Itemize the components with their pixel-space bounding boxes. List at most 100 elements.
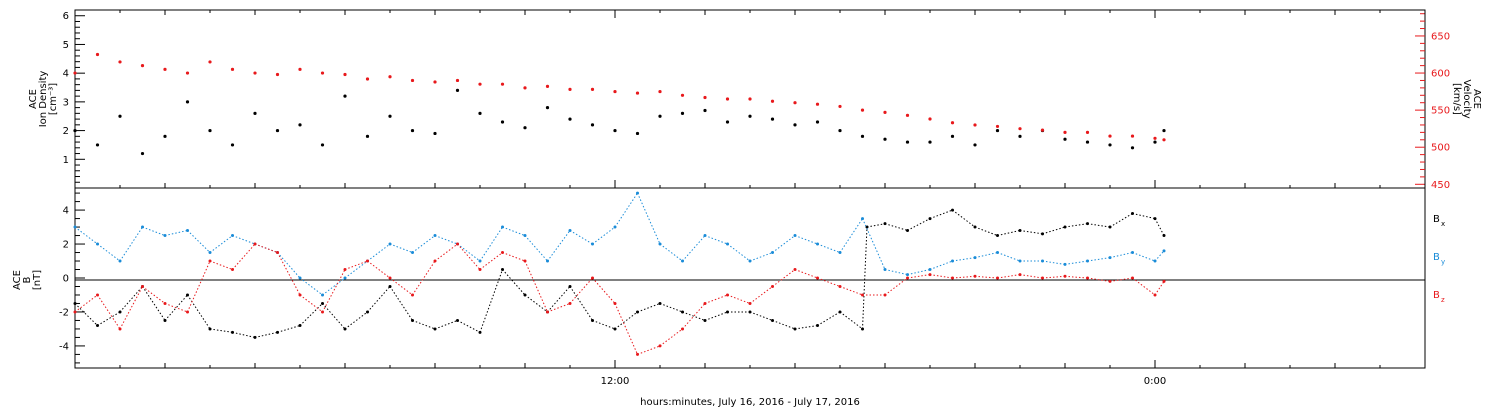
bz-segment xyxy=(997,274,1021,279)
bx-segment xyxy=(659,303,683,313)
by-segment xyxy=(1042,260,1066,265)
density-point xyxy=(545,106,550,110)
bx-segment xyxy=(74,303,98,326)
by-segment xyxy=(1154,250,1165,262)
by-segment xyxy=(322,277,346,296)
bz-segment xyxy=(74,294,98,313)
bz-segment xyxy=(884,277,908,296)
velocity-point xyxy=(320,71,325,75)
bx-segment xyxy=(232,331,256,338)
density-point xyxy=(568,117,572,121)
bx-segment xyxy=(637,303,661,313)
density-point xyxy=(523,126,527,130)
density-point xyxy=(185,100,190,104)
velocity-point xyxy=(658,89,662,94)
by-segment xyxy=(502,226,526,237)
bx-segment xyxy=(344,311,368,330)
by-segment xyxy=(74,226,98,245)
density-point xyxy=(905,140,910,144)
by-segment xyxy=(907,269,931,276)
density-point xyxy=(748,114,752,118)
bz-segment xyxy=(682,303,706,330)
by-segment xyxy=(1109,252,1133,259)
b-series xyxy=(73,191,1166,356)
b-axis-ticks: -4 -2 0 2 4 xyxy=(59,192,85,364)
by-segment xyxy=(412,235,436,253)
bx-segment xyxy=(614,311,638,330)
bz-segment xyxy=(637,345,661,355)
by-segment xyxy=(727,243,751,262)
velocity-point xyxy=(613,89,617,94)
bz-segment xyxy=(749,286,773,304)
b-tick-label: -4 xyxy=(59,341,69,352)
by-segment xyxy=(344,260,368,279)
bx-segment xyxy=(592,319,616,330)
bz-segment xyxy=(142,286,166,304)
top-x-ticks xyxy=(74,10,1426,188)
density-point xyxy=(140,151,145,156)
by-point xyxy=(1162,249,1166,253)
density-label-1: ACE xyxy=(28,89,39,109)
bx-segment xyxy=(907,218,931,231)
bz-segment xyxy=(952,275,976,279)
b-label-1: ACE xyxy=(12,270,23,290)
velocity-point xyxy=(1018,127,1022,131)
density-label-3: [cm⁻³] xyxy=(48,83,59,115)
density-point xyxy=(1153,140,1157,144)
velocity-point xyxy=(478,82,482,86)
bx-segment xyxy=(952,209,976,228)
velocity-point xyxy=(1085,130,1090,134)
velocity-point xyxy=(748,97,752,101)
density-point xyxy=(1085,140,1090,144)
bz-segment xyxy=(367,260,391,279)
velocity-point xyxy=(230,67,235,71)
velocity-label-2: Velocity xyxy=(1461,79,1472,118)
by-segment xyxy=(1132,252,1156,262)
bz-segment xyxy=(659,328,683,347)
bx-segment xyxy=(794,325,818,330)
density-point xyxy=(433,131,437,136)
legend-by-sub: y xyxy=(1441,258,1445,266)
bz-segment xyxy=(727,294,751,304)
b-tick-label: -2 xyxy=(59,307,69,318)
density-point xyxy=(838,128,842,133)
by-segment xyxy=(682,235,706,262)
legend-bx-sub: x xyxy=(1441,220,1445,228)
density-point xyxy=(973,143,977,147)
bottom-x-ticks xyxy=(74,360,1426,368)
bz-segment xyxy=(772,269,796,287)
density-point xyxy=(320,143,325,147)
bx-segment xyxy=(434,319,458,330)
bx-segment xyxy=(164,294,188,321)
by-segment xyxy=(187,230,211,253)
density-tick-label: 5 xyxy=(63,40,69,51)
velocity-point xyxy=(163,67,167,71)
bz-segment xyxy=(187,260,211,313)
velocity-point xyxy=(95,52,100,57)
velocity-point xyxy=(253,71,257,75)
bz-segment xyxy=(704,294,728,304)
bx-segment xyxy=(524,294,548,313)
bx-segment xyxy=(119,286,143,313)
by-segment xyxy=(614,192,638,228)
legend-bz: B xyxy=(1433,290,1440,301)
bx-segment xyxy=(929,209,953,220)
density-point xyxy=(73,128,77,133)
density-point xyxy=(995,128,1000,133)
velocity-point xyxy=(815,102,820,106)
bx-segment xyxy=(277,325,301,333)
density-point xyxy=(725,120,730,124)
density-point xyxy=(253,111,257,115)
x-tick-label: 12:00 xyxy=(601,376,630,387)
velocity-point xyxy=(793,101,797,105)
by-segment xyxy=(659,243,683,262)
by-segment xyxy=(299,277,323,296)
density-tick-label: 3 xyxy=(63,97,69,108)
velocity-point xyxy=(208,60,212,64)
bx-segment xyxy=(974,226,998,237)
bx-segment xyxy=(1154,218,1165,236)
bz-segment xyxy=(1132,277,1156,296)
bz-segment xyxy=(1042,275,1066,279)
